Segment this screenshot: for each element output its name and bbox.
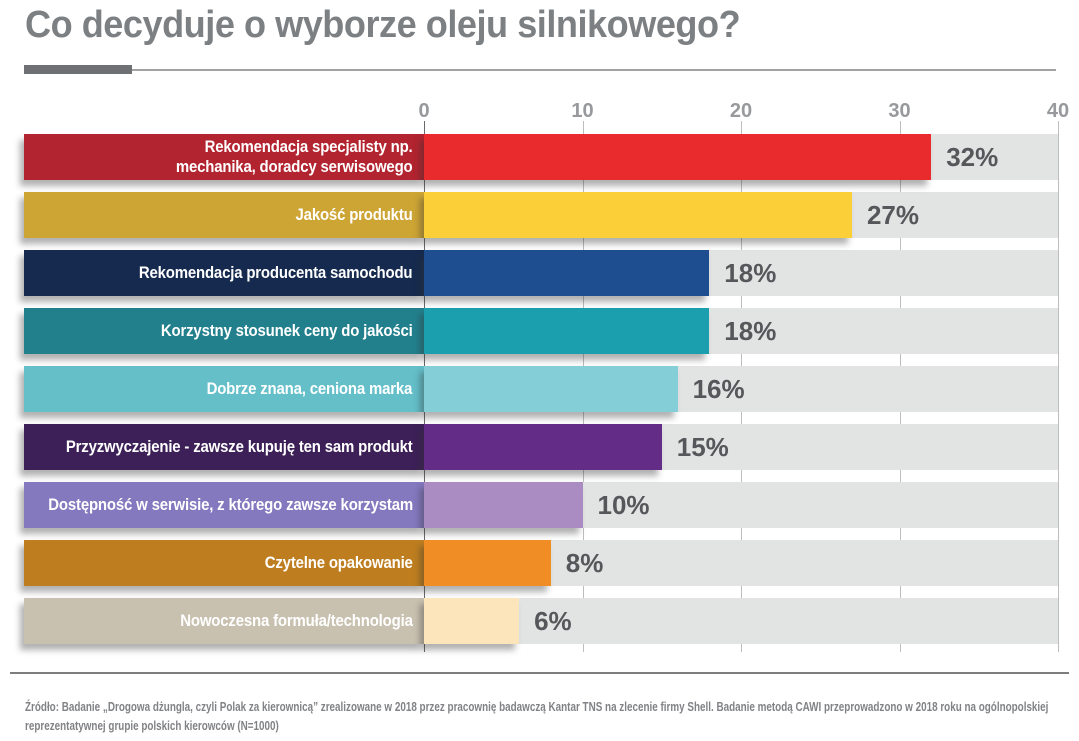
- category-label: Jakość produktu: [24, 192, 424, 238]
- bar-row: Rekomendacja producenta samochodu 18%: [24, 250, 1058, 296]
- bar: [424, 366, 678, 412]
- title-accent-bar: [24, 65, 132, 74]
- value-label: 15%: [676, 432, 729, 462]
- value-label: 27%: [866, 200, 919, 230]
- bar-rows: Rekomendacja specjalisty np. mechanika, …: [24, 134, 1058, 656]
- category-label-text: Przyzwyczajenie - zawsze kupuję ten sam …: [65, 437, 413, 456]
- category-label-text: Jakość produktu: [295, 205, 413, 224]
- bar: [424, 250, 710, 296]
- bar: [424, 598, 520, 644]
- bar-row: Rekomendacja specjalisty np. mechanika, …: [24, 134, 1058, 180]
- bar-row: Nowoczesna formuła/technologia 6%: [24, 598, 1058, 644]
- category-label-text: Dostępność w serwisie, z którego zawsze …: [47, 495, 413, 514]
- bar-track: [424, 598, 1058, 644]
- category-label: Rekomendacja producenta samochodu: [24, 250, 424, 296]
- bar: [424, 482, 583, 528]
- bar: [424, 192, 852, 238]
- value-label: 6%: [534, 606, 572, 636]
- category-label: Przyzwyczajenie - zawsze kupuję ten sam …: [24, 424, 424, 470]
- category-label: Nowoczesna formuła/technologia: [24, 598, 424, 644]
- category-label: Dobrze znana, ceniona marka: [24, 366, 424, 412]
- category-label-text: Rekomendacja specjalisty np. mechanika, …: [175, 137, 413, 176]
- title-underline-rule: [24, 69, 1056, 71]
- bar: [424, 308, 710, 354]
- value-label: 32%: [946, 142, 999, 172]
- gridline: [1058, 121, 1059, 652]
- category-label: Rekomendacja specjalisty np. mechanika, …: [24, 134, 424, 180]
- category-label-text: Czytelne opakowanie: [264, 553, 413, 572]
- bar-row: Dostępność w serwisie, z którego zawsze …: [24, 482, 1058, 528]
- bar-row: Czytelne opakowanie 8%: [24, 540, 1058, 586]
- x-tick-label: 0: [418, 100, 430, 122]
- bar-row: Jakość produktu 27%: [24, 192, 1058, 238]
- x-tick-label: 20: [729, 100, 753, 122]
- value-label: 18%: [724, 316, 777, 346]
- value-label: 18%: [724, 258, 777, 288]
- category-label-text: Korzystny stosunek ceny do jakości: [160, 321, 413, 340]
- x-tick-label: 30: [888, 100, 911, 122]
- source-note: Źródło: Badanie „Drogowa dżungla, czyli …: [25, 698, 1068, 736]
- bar: [424, 540, 551, 586]
- bar-row: Dobrze znana, ceniona marka 16%: [24, 366, 1058, 412]
- bar: [424, 134, 932, 180]
- x-axis: 0 10 20 30 40: [0, 100, 1079, 124]
- bar: [424, 424, 662, 470]
- category-label-text: Nowoczesna formuła/technologia: [180, 611, 413, 630]
- category-label: Czytelne opakowanie: [24, 540, 424, 586]
- category-label: Korzystny stosunek ceny do jakości: [24, 308, 424, 354]
- category-label-text: Dobrze znana, ceniona marka: [206, 379, 413, 398]
- footer-divider: [10, 672, 1069, 674]
- category-label: Dostępność w serwisie, z którego zawsze …: [24, 482, 424, 528]
- bar-row: Korzystny stosunek ceny do jakości 18%: [24, 308, 1058, 354]
- x-tick-label: 10: [571, 100, 594, 122]
- page-title: Co decyduje o wyborze oleju silnikowego?: [25, 4, 741, 46]
- source-line-1: Źródło: Badanie „Drogowa dżungla, czyli …: [25, 700, 1049, 714]
- value-label: 16%: [692, 374, 745, 404]
- value-label: 8%: [565, 548, 604, 578]
- bar-row: Przyzwyczajenie - zawsze kupuję ten sam …: [24, 424, 1058, 470]
- value-label: 10%: [597, 490, 650, 520]
- category-label-text: Rekomendacja producenta samochodu: [139, 263, 413, 282]
- source-line-2: reprezentatywnej grupie polskich kierowc…: [25, 719, 279, 733]
- x-tick-label: 40: [1046, 100, 1070, 122]
